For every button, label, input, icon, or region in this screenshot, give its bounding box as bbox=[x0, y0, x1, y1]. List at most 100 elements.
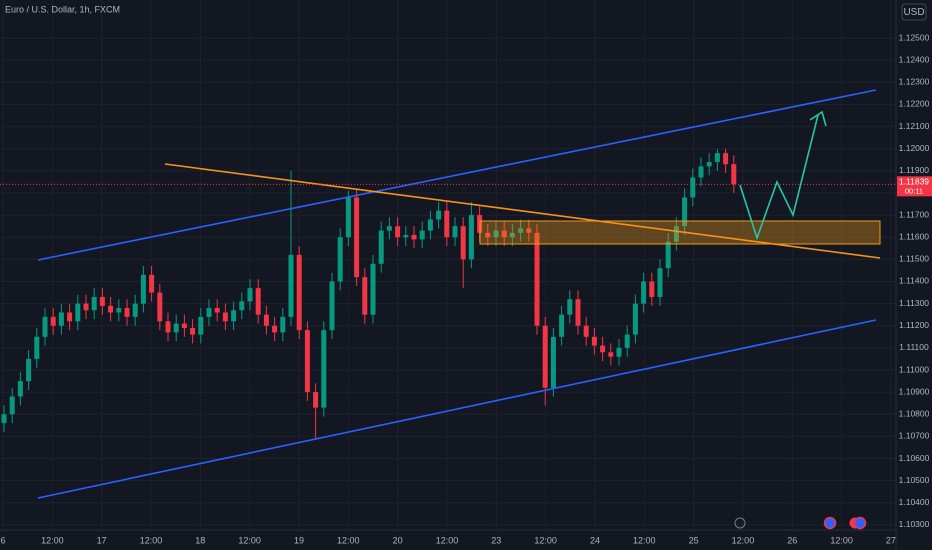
candle-body bbox=[34, 336, 40, 359]
projection-path bbox=[739, 114, 819, 241]
candle-body bbox=[706, 161, 712, 167]
candle-body bbox=[354, 197, 360, 278]
y-tick-label: 1.12400 bbox=[899, 54, 930, 64]
candle-body bbox=[91, 296, 97, 311]
candle-body bbox=[665, 241, 671, 269]
y-tick-label: 1.10500 bbox=[899, 475, 930, 485]
candle-body bbox=[288, 254, 294, 317]
trend-line bbox=[164, 163, 881, 259]
candle-body bbox=[583, 325, 589, 337]
candle-body bbox=[108, 305, 114, 313]
candle-body bbox=[509, 232, 515, 238]
y-tick-label: 1.11700 bbox=[899, 209, 929, 219]
y-tick-label: 1.12000 bbox=[899, 143, 930, 153]
currency-box bbox=[901, 3, 927, 21]
candle-body bbox=[17, 381, 23, 397]
candle-body bbox=[444, 210, 450, 238]
y-tick-label: 1.12200 bbox=[899, 99, 930, 109]
x-tick-label: 12:00 bbox=[41, 535, 64, 545]
x-tick-label: 12:00 bbox=[534, 535, 557, 545]
y-tick-label: 1.11200 bbox=[899, 320, 929, 330]
icon-event-b[interactable] bbox=[853, 516, 867, 530]
candle-body bbox=[608, 352, 614, 357]
x-tick-label: 17 bbox=[97, 535, 107, 545]
candle-body bbox=[1, 414, 7, 424]
x-tick-label: 12:00 bbox=[238, 535, 261, 545]
candle-body bbox=[542, 325, 548, 388]
y-tick-label: 1.11400 bbox=[899, 276, 929, 286]
candle-body bbox=[157, 292, 163, 322]
candle-body bbox=[460, 226, 466, 260]
candle-body bbox=[140, 274, 146, 304]
icon-flash[interactable] bbox=[734, 517, 746, 529]
candle-body bbox=[436, 210, 442, 220]
candle-body bbox=[214, 308, 220, 313]
candle-body bbox=[58, 312, 64, 326]
candle-body bbox=[321, 330, 327, 408]
x-tick-label: 12:00 bbox=[732, 535, 755, 545]
candle-body bbox=[173, 323, 179, 333]
candle-body bbox=[255, 288, 261, 315]
candle-body bbox=[682, 197, 688, 227]
candle-body bbox=[337, 237, 343, 282]
y-tick-label: 1.11600 bbox=[899, 231, 929, 241]
candle-body bbox=[75, 303, 81, 322]
candle-body bbox=[714, 153, 720, 162]
candle-body bbox=[329, 281, 335, 331]
candles bbox=[1, 148, 737, 439]
candle-body bbox=[247, 288, 253, 302]
x-tick-label: 12:00 bbox=[337, 535, 360, 545]
x-tick-label: 19 bbox=[294, 535, 304, 545]
x-tick-label: 12:00 bbox=[436, 535, 459, 545]
candle-body bbox=[575, 299, 581, 326]
candle-body bbox=[657, 268, 663, 297]
candle-body bbox=[272, 325, 278, 333]
candle-body bbox=[731, 164, 737, 185]
candle-body bbox=[616, 347, 622, 357]
x-tick-label: 12:00 bbox=[830, 535, 853, 545]
candle-body bbox=[304, 330, 310, 393]
candle-body bbox=[632, 303, 638, 335]
candle-body bbox=[567, 299, 573, 315]
y-tick-label: 1.10300 bbox=[899, 519, 930, 529]
candle-body bbox=[698, 166, 704, 178]
candle-body bbox=[313, 392, 319, 408]
y-tick-label: 1.10700 bbox=[899, 431, 930, 441]
drawings bbox=[37, 89, 881, 499]
candle-body bbox=[534, 232, 540, 326]
candle-body bbox=[362, 277, 368, 315]
x-tick-label: 12:00 bbox=[140, 535, 163, 545]
candle-body bbox=[296, 254, 302, 331]
candle-body bbox=[624, 334, 630, 348]
x-tick-label: 18 bbox=[195, 535, 205, 545]
currency: USD bbox=[903, 7, 924, 18]
y-tick-label: 1.11500 bbox=[899, 254, 929, 264]
candle-body bbox=[26, 358, 32, 382]
y-tick-label: 1.12300 bbox=[899, 77, 930, 87]
candle-body bbox=[468, 215, 474, 260]
last-price-box bbox=[897, 176, 932, 197]
candle-body bbox=[198, 316, 204, 335]
projection-arrowhead bbox=[809, 110, 827, 127]
candle-body bbox=[149, 274, 155, 293]
candle-body bbox=[378, 230, 384, 264]
candle-body bbox=[386, 226, 392, 231]
x-tick-label: 20 bbox=[393, 535, 403, 545]
candle-body bbox=[419, 230, 425, 240]
candle-body bbox=[641, 281, 647, 304]
candle-body bbox=[501, 230, 507, 238]
candle-body bbox=[132, 303, 138, 317]
icon-event[interactable] bbox=[823, 516, 837, 530]
candle-body bbox=[239, 301, 245, 311]
candle-body bbox=[493, 230, 499, 238]
candle-body bbox=[452, 226, 458, 238]
candle-body bbox=[83, 303, 89, 311]
candle-body bbox=[206, 308, 212, 317]
candle-body bbox=[165, 321, 171, 333]
y-tick-label: 1.10900 bbox=[899, 386, 930, 396]
candle-body bbox=[427, 219, 433, 231]
candle-body bbox=[116, 308, 122, 313]
candle-body bbox=[280, 316, 286, 333]
